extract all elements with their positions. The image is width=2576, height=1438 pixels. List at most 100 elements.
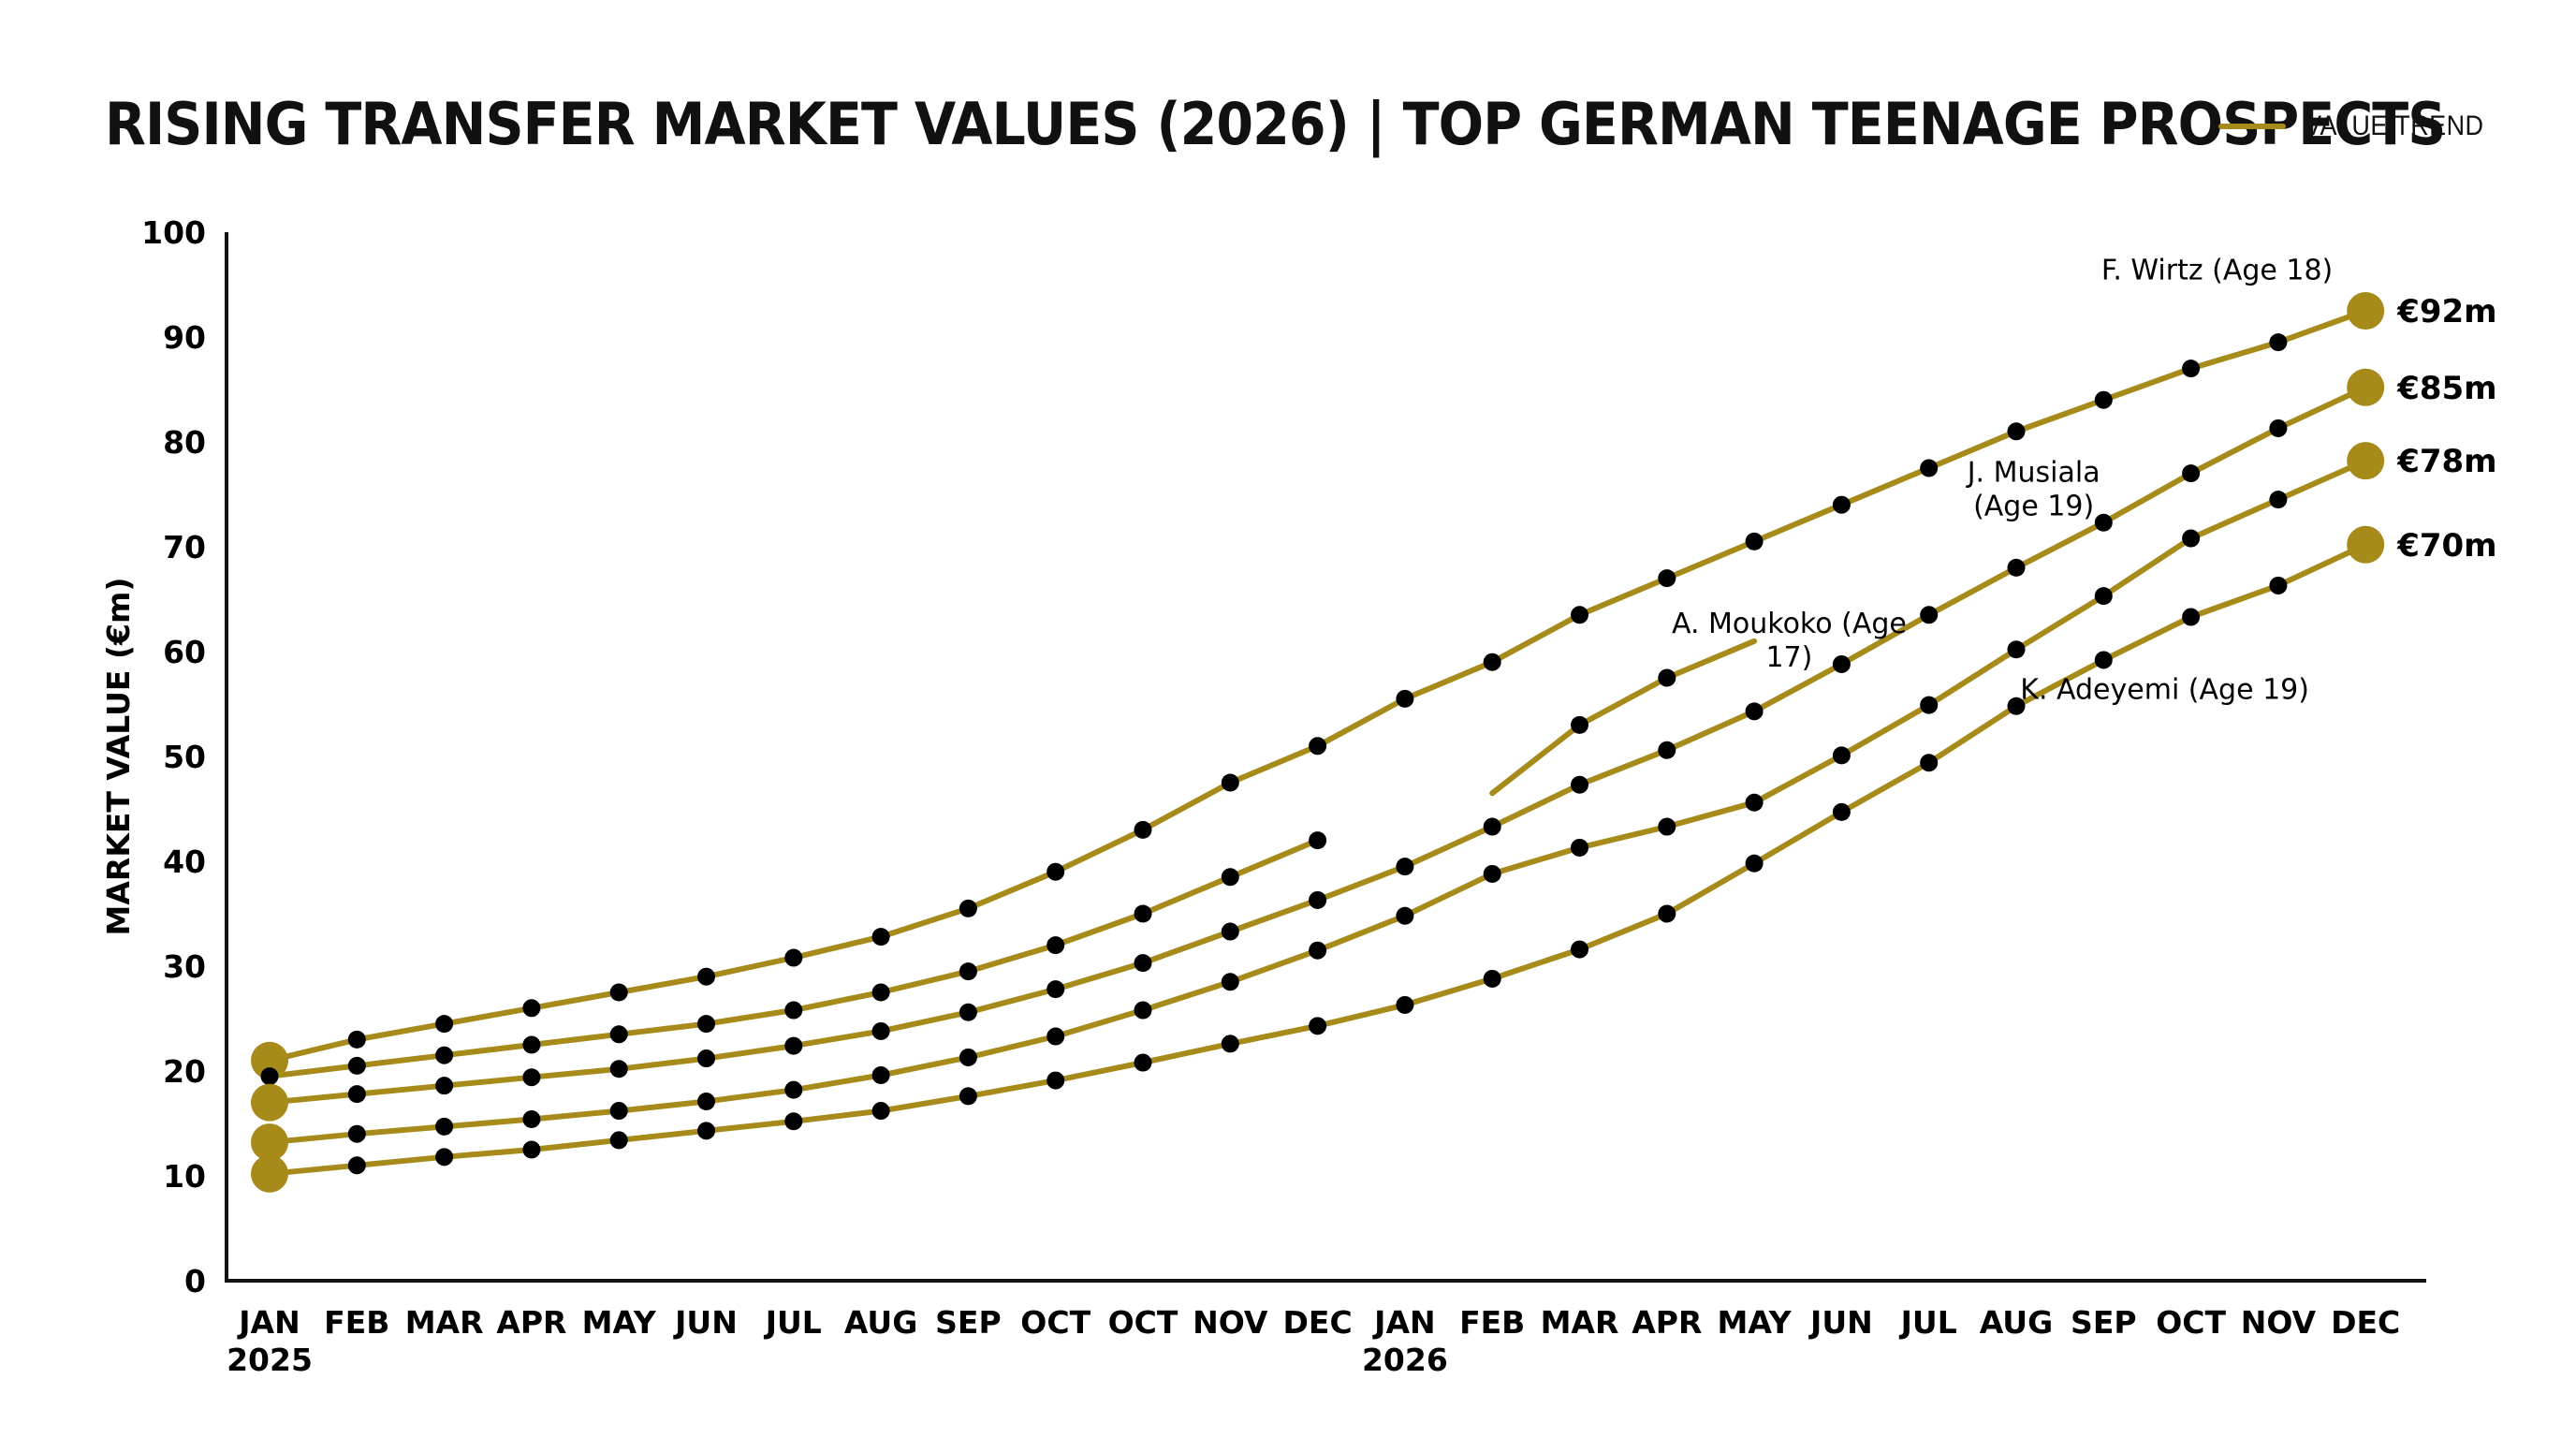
series-end-marker bbox=[2347, 525, 2385, 564]
data-point bbox=[2269, 418, 2288, 437]
data-point bbox=[1134, 820, 1152, 839]
y-tick-label: 80 bbox=[163, 424, 206, 461]
data-point bbox=[1658, 668, 1676, 687]
data-point bbox=[260, 1067, 279, 1086]
x-tick-year-label: 2025 bbox=[227, 1342, 313, 1378]
data-point bbox=[2182, 464, 2201, 483]
data-point bbox=[1745, 854, 1764, 873]
data-point bbox=[1745, 793, 1764, 812]
x-tick-label: APR bbox=[1632, 1304, 1702, 1341]
data-point bbox=[347, 1124, 366, 1143]
data-point bbox=[2007, 640, 2026, 659]
data-point bbox=[609, 983, 628, 1002]
y-tick-label: 30 bbox=[163, 948, 206, 985]
end-value-label: €92m bbox=[2396, 293, 2496, 330]
end-value-label: €70m bbox=[2396, 527, 2496, 565]
x-tick-label: NOV bbox=[1193, 1304, 1268, 1341]
data-point bbox=[347, 1056, 366, 1075]
data-point bbox=[1221, 1034, 1239, 1053]
data-point bbox=[435, 1015, 454, 1034]
data-point bbox=[1221, 773, 1239, 792]
series-annotation: K. Adeyemi (Age 19) bbox=[2020, 673, 2309, 706]
data-point bbox=[784, 1036, 803, 1055]
series-start-marker bbox=[251, 1041, 288, 1079]
data-point bbox=[609, 1025, 628, 1044]
data-point bbox=[1396, 906, 1414, 925]
data-point bbox=[871, 1102, 890, 1121]
y-tick-label: 10 bbox=[163, 1158, 206, 1195]
data-point bbox=[435, 1117, 454, 1136]
data-point bbox=[697, 967, 715, 986]
series-end-marker bbox=[2347, 442, 2385, 480]
data-point bbox=[1396, 689, 1414, 708]
y-tick-label: 90 bbox=[163, 319, 206, 356]
data-point bbox=[522, 1068, 541, 1087]
end-value-label: €85m bbox=[2396, 370, 2496, 407]
data-point bbox=[1571, 715, 1588, 734]
data-point bbox=[1571, 775, 1588, 794]
x-tick-label: JUN bbox=[1808, 1304, 1873, 1341]
data-point bbox=[1046, 980, 1065, 999]
data-point bbox=[1221, 922, 1239, 941]
x-tick-label: FEB bbox=[324, 1304, 389, 1341]
y-axis-label: MARKET VALUE (€m) bbox=[100, 578, 137, 936]
data-point bbox=[1832, 495, 1851, 514]
data-point bbox=[1046, 936, 1065, 955]
legend-swatch bbox=[2218, 124, 2286, 129]
series-annotation: A. Moukoko (Age bbox=[1672, 608, 1907, 640]
series-start-marker bbox=[251, 1083, 288, 1122]
y-tick-label: 40 bbox=[163, 844, 206, 880]
data-point bbox=[1658, 741, 1676, 759]
series-annotation: F. Wirtz (Age 18) bbox=[2101, 254, 2333, 286]
data-point bbox=[2094, 587, 2113, 606]
data-point bbox=[871, 1021, 890, 1040]
data-point bbox=[2269, 333, 2288, 352]
data-point bbox=[347, 1030, 366, 1049]
x-tick-label: MAR bbox=[405, 1304, 484, 1341]
data-point bbox=[1483, 864, 1501, 883]
series-end-marker bbox=[2347, 292, 2385, 330]
x-tick-label: OCT bbox=[1020, 1304, 1090, 1341]
data-point bbox=[1832, 802, 1851, 821]
data-point bbox=[522, 1140, 541, 1159]
data-point bbox=[2007, 558, 2026, 577]
data-point bbox=[1309, 1017, 1327, 1035]
x-tick-label: OCT bbox=[2156, 1304, 2226, 1341]
data-point bbox=[697, 1122, 715, 1140]
x-tick-label: JAN bbox=[237, 1304, 300, 1341]
data-point bbox=[959, 899, 977, 917]
data-point bbox=[1658, 904, 1676, 923]
data-point bbox=[2182, 529, 2201, 548]
data-point bbox=[784, 1112, 803, 1131]
series-end-marker bbox=[2347, 368, 2385, 406]
data-point bbox=[2094, 513, 2113, 532]
x-tick-year-label: 2026 bbox=[1362, 1342, 1448, 1378]
data-point bbox=[1046, 862, 1065, 881]
data-point bbox=[347, 1156, 366, 1175]
data-point bbox=[1309, 890, 1327, 909]
series-line bbox=[1489, 638, 1758, 797]
x-tick-label: JUN bbox=[673, 1304, 738, 1341]
data-point bbox=[2094, 651, 2113, 669]
x-tick-label: AUG bbox=[1980, 1304, 2053, 1341]
data-point bbox=[2007, 422, 2026, 441]
data-point bbox=[609, 1102, 628, 1121]
data-point bbox=[697, 1015, 715, 1034]
data-point bbox=[1920, 459, 1939, 477]
y-tick-label: 50 bbox=[163, 739, 206, 775]
x-tick-label: NOV bbox=[2241, 1304, 2317, 1341]
data-point bbox=[697, 1092, 715, 1110]
data-point bbox=[871, 928, 890, 946]
x-tick-label: MAY bbox=[582, 1304, 657, 1341]
data-point bbox=[2007, 697, 2026, 715]
x-tick-label: APR bbox=[496, 1304, 566, 1341]
x-tick-label: JAN bbox=[1372, 1304, 1435, 1341]
data-point bbox=[871, 1065, 890, 1084]
series-start-marker bbox=[251, 1154, 288, 1193]
chart-title: RISING TRANSFER MARKET VALUES (2026) | T… bbox=[105, 90, 2446, 158]
data-point bbox=[1483, 653, 1501, 671]
data-point bbox=[522, 999, 541, 1018]
x-tick-label: AUG bbox=[844, 1304, 917, 1341]
y-tick-label: 60 bbox=[163, 634, 206, 670]
